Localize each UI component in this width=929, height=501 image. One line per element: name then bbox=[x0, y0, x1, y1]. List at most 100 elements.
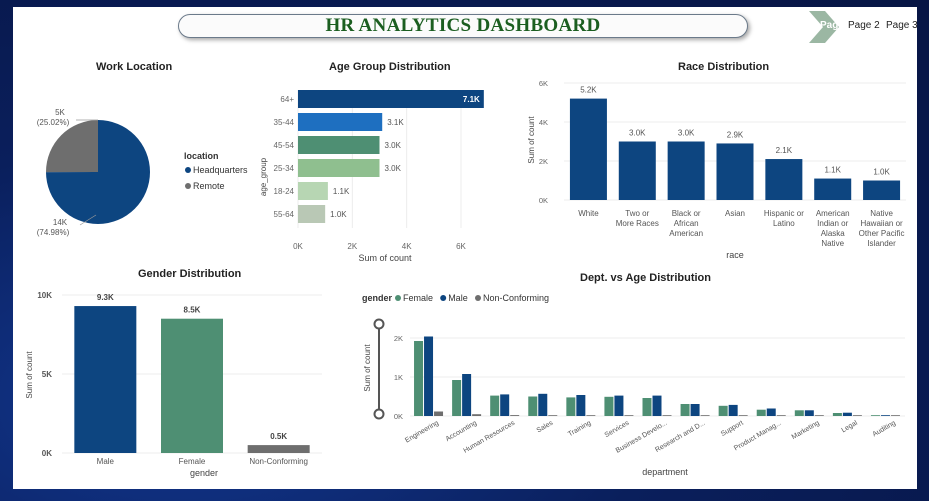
legend-label-headquarters[interactable]: Headquarters bbox=[193, 165, 248, 175]
age-x-tick-label: 0K bbox=[293, 242, 303, 251]
race-data-label: 3.0K bbox=[678, 129, 695, 138]
legend-label-remote[interactable]: Remote bbox=[193, 181, 225, 191]
gender-bar-non-conforming[interactable] bbox=[247, 445, 310, 453]
dept-bar-services-female[interactable] bbox=[604, 396, 614, 416]
dept-bar-auditing-male[interactable] bbox=[880, 415, 890, 416]
dept-bar-marketing-male[interactable] bbox=[804, 410, 814, 416]
race-bar-native-hawaiian-or-other-pacific-islander[interactable] bbox=[863, 180, 901, 201]
dept-y-tick-label: 0K bbox=[394, 412, 403, 421]
dept-bar-research-and-d-male[interactable] bbox=[690, 404, 700, 416]
dept-bar-legal-non-conforming[interactable] bbox=[852, 415, 862, 416]
age-data-label: 3.0K bbox=[385, 164, 402, 173]
race-data-label: 5.2K bbox=[580, 86, 597, 95]
race-y-tick-label: 2K bbox=[539, 157, 548, 166]
dept-bar-support-female[interactable] bbox=[718, 405, 728, 416]
dept-bar-marketing-non-conforming[interactable] bbox=[814, 415, 824, 416]
race-bar-white[interactable] bbox=[569, 98, 607, 200]
dept-bar-engineering-female[interactable] bbox=[414, 341, 424, 416]
pie-slice-headquarters[interactable] bbox=[46, 120, 150, 224]
dept-bar-auditing-non-conforming[interactable] bbox=[890, 415, 900, 416]
nav-page-2[interactable]: Page 2 bbox=[848, 20, 880, 31]
dept-category-label: Sales bbox=[536, 419, 555, 434]
dept-x-axis-title: department bbox=[642, 467, 688, 477]
dept-bar-training-female[interactable] bbox=[566, 397, 576, 416]
dept-bar-human-resources-male[interactable] bbox=[500, 394, 510, 416]
nav-page-1[interactable]: Page 1 bbox=[820, 20, 853, 31]
age-category-label: 18-24 bbox=[274, 187, 295, 196]
dept-bar-training-non-conforming[interactable] bbox=[586, 415, 596, 416]
zoom-slider-bottom-handle[interactable] bbox=[373, 408, 385, 420]
dept-legend-label-male[interactable]: Male bbox=[448, 293, 468, 303]
dept-bar-legal-male[interactable] bbox=[842, 412, 852, 416]
zoom-slider-top-handle[interactable] bbox=[373, 318, 385, 330]
dept-bar-auditing-female[interactable] bbox=[870, 415, 880, 416]
dept-bar-accounting-non-conforming[interactable] bbox=[472, 414, 482, 416]
dept-bar-services-non-conforming[interactable] bbox=[624, 415, 634, 416]
remote-pct-label: (25.02%) bbox=[37, 118, 70, 127]
dept-bar-business-develo-female[interactable] bbox=[642, 398, 652, 416]
age-bar-35-44[interactable] bbox=[298, 113, 383, 131]
age-bar-55-64[interactable] bbox=[298, 205, 326, 223]
dept-bar-sales-female[interactable] bbox=[528, 396, 538, 417]
dept-bar-engineering-non-conforming[interactable] bbox=[434, 411, 444, 417]
race-data-label: 2.9K bbox=[727, 130, 744, 139]
dept-bar-accounting-female[interactable] bbox=[452, 380, 462, 416]
dept-bar-support-non-conforming[interactable] bbox=[738, 415, 748, 416]
dept-bar-business-develo-non-conforming[interactable] bbox=[662, 415, 672, 416]
race-bar-two-or-more-races[interactable] bbox=[618, 141, 656, 201]
dept-bar-training-male[interactable] bbox=[576, 395, 586, 416]
dept-category-label: Marketing bbox=[791, 420, 821, 441]
gender-data-label: 9.3K bbox=[97, 293, 114, 302]
dept-bar-engineering-male[interactable] bbox=[424, 336, 434, 417]
dept-legend-label-female[interactable]: Female bbox=[403, 293, 433, 303]
age-data-label: 1.1K bbox=[333, 187, 350, 196]
race-bar-american-indian-or-alaska-native[interactable] bbox=[814, 178, 852, 200]
gender-data-label: 8.5K bbox=[184, 306, 201, 315]
dept-bar-services-male[interactable] bbox=[614, 395, 624, 416]
dept-bar-product-manag-female[interactable] bbox=[756, 409, 766, 416]
dept-bar-support-male[interactable] bbox=[728, 404, 738, 416]
dept-bar-human-resources-non-conforming[interactable] bbox=[510, 415, 520, 416]
race-bar-hispanic-or-latino[interactable] bbox=[765, 159, 803, 200]
race-category-label: Two or bbox=[625, 209, 649, 218]
nav-page-3[interactable]: Page 3 bbox=[886, 20, 918, 31]
race-category-label: Hispanic or bbox=[764, 209, 804, 218]
age-bar-64[interactable] bbox=[298, 90, 484, 108]
age-category-label: 35-44 bbox=[274, 118, 295, 127]
gender-bar-female[interactable] bbox=[161, 318, 223, 453]
race-data-label: 1.0K bbox=[873, 168, 890, 177]
pie-slice-remote[interactable] bbox=[46, 120, 98, 173]
dept-y-tick-label: 1K bbox=[394, 373, 403, 382]
dept-bar-sales-non-conforming[interactable] bbox=[548, 415, 558, 416]
race-category-label: American bbox=[816, 209, 850, 218]
age-x-axis-title: Sum of count bbox=[358, 253, 412, 263]
work-location-title: Work Location bbox=[96, 61, 173, 73]
zoom-slider[interactable] bbox=[372, 318, 386, 420]
race-bar-black-or-african-american[interactable] bbox=[667, 141, 705, 201]
dept-category-label: Engineering bbox=[404, 420, 440, 445]
dept-bar-accounting-male[interactable] bbox=[462, 374, 472, 416]
dept-bar-product-manag-non-conforming[interactable] bbox=[776, 415, 786, 416]
age-bar-18-24[interactable] bbox=[298, 182, 328, 200]
dept-legend-label-non-conforming[interactable]: Non-Conforming bbox=[483, 293, 549, 303]
dept-bar-marketing-female[interactable] bbox=[794, 410, 804, 416]
page-chevron-icon[interactable] bbox=[807, 10, 841, 44]
age-bar-25-34[interactable] bbox=[298, 159, 380, 177]
dept-category-label: Auditing bbox=[872, 420, 897, 439]
age-group-bar-chart: age_group Sum of count 0K 2K 4K 6K 64+ 7.1K 3… bbox=[259, 90, 484, 263]
dept-bar-research-and-d-non-conforming[interactable] bbox=[700, 415, 710, 416]
race-y-axis-title: Sum of count bbox=[527, 116, 536, 164]
dept-bar-legal-female[interactable] bbox=[832, 413, 842, 416]
dept-age-title: Dept. vs Age Distribution bbox=[580, 272, 711, 284]
age-bar-45-54[interactable] bbox=[298, 136, 380, 154]
dept-bar-research-and-d-female[interactable] bbox=[680, 404, 690, 416]
gender-y-axis-title: Sum of count bbox=[25, 351, 34, 399]
dept-bar-business-develo-male[interactable] bbox=[652, 395, 662, 416]
gender-bar-male[interactable] bbox=[74, 306, 137, 453]
dept-bar-human-resources-female[interactable] bbox=[490, 395, 500, 416]
gender-data-label: 0.5K bbox=[270, 432, 287, 441]
dept-bar-product-manag-male[interactable] bbox=[766, 408, 776, 417]
legend-dot-headquarters bbox=[185, 167, 191, 173]
dept-bar-sales-male[interactable] bbox=[538, 393, 548, 416]
race-bar-asian[interactable] bbox=[716, 143, 754, 200]
